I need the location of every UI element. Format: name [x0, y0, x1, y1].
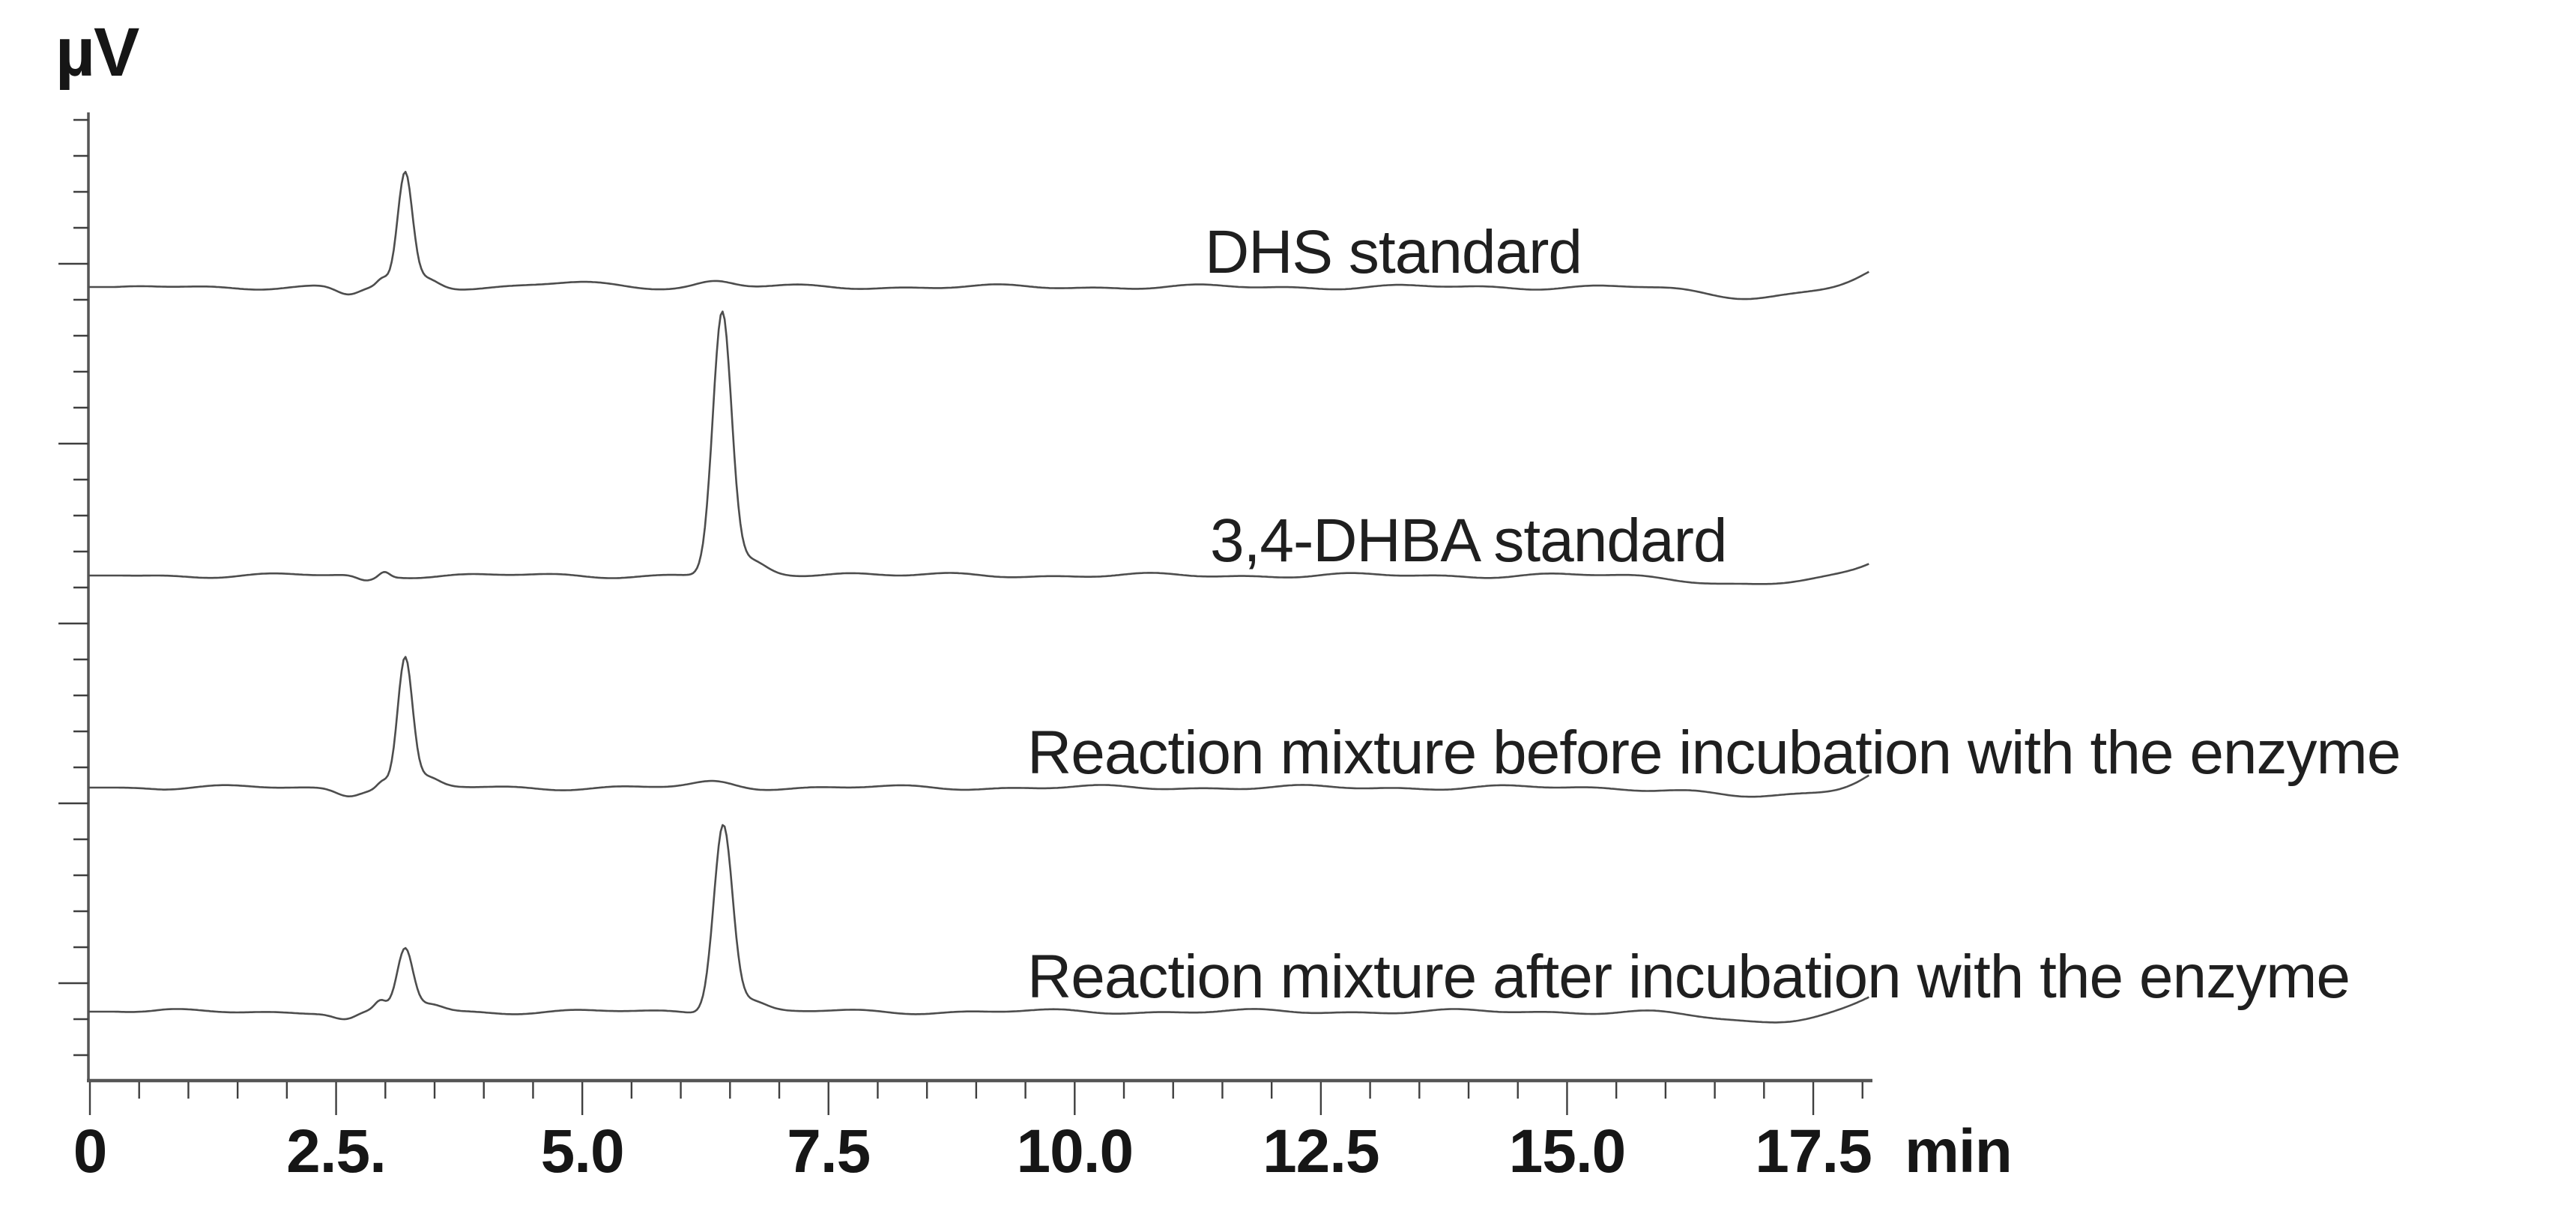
x-tick-label-7p5: 7.5 — [787, 1117, 871, 1186]
x-tick-label-10: 10.0 — [1016, 1117, 1134, 1186]
trace-label-reaction-after-incubation: Reaction mixture after incubation with t… — [1027, 943, 2350, 1011]
trace-label-dhba-standard: 3,4-DHBA standard — [1210, 507, 1727, 575]
x-tick-label-0: 0 — [73, 1117, 108, 1186]
trace-line-reaction-after-incubation — [88, 824, 1869, 1024]
trace-line-dhba-standard — [88, 310, 1869, 585]
x-tick-label-17p5: 17.5 — [1755, 1117, 1872, 1186]
x-tick-label-15: 15.0 — [1508, 1117, 1627, 1186]
x-axis-unit-label: min — [1905, 1117, 2013, 1186]
trace-label-reaction-before-incubation: Reaction mixture before incubation with … — [1027, 719, 2401, 787]
x-tick-label-2p5: 2.5. — [286, 1117, 387, 1186]
y-axis-unit-label: µV — [55, 14, 139, 91]
trace-line-reaction-before-incubation — [88, 656, 1869, 798]
trace-label-dhs-standard: DHS standard — [1205, 218, 1582, 286]
trace-line-dhs-standard — [88, 171, 1869, 301]
x-tick-label-5: 5.0 — [540, 1117, 625, 1186]
x-tick-label-12p5: 12.5 — [1263, 1117, 1380, 1186]
